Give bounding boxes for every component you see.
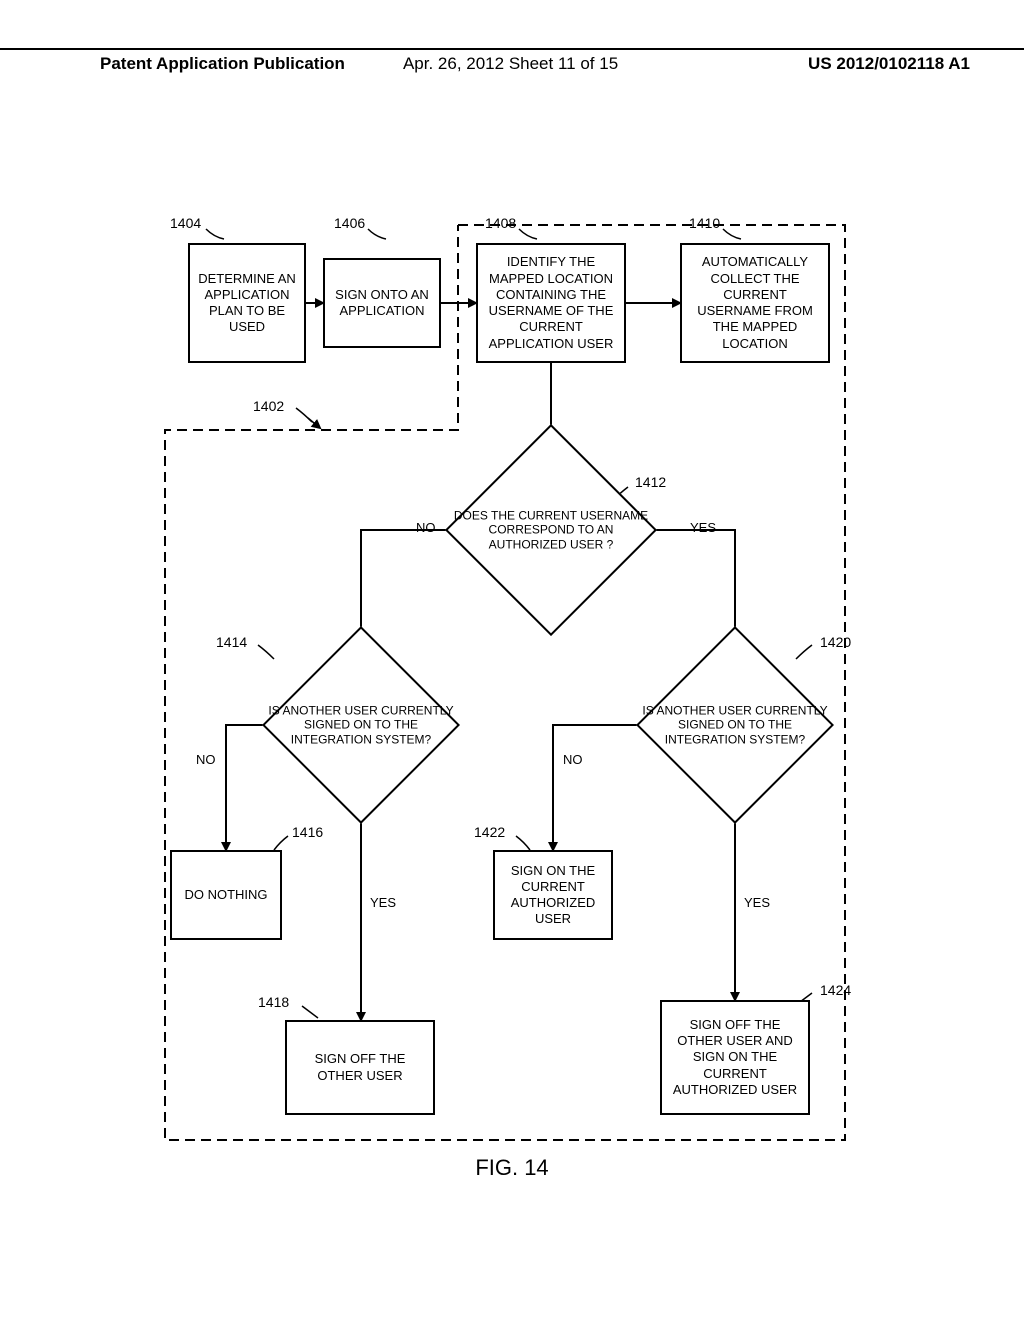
figure-caption: FIG. 14	[0, 1155, 1024, 1181]
label-1414-yes: YES	[370, 895, 396, 910]
ref-1420: 1420	[820, 634, 851, 650]
label-1414-no: NO	[196, 752, 216, 767]
diagram-canvas	[0, 0, 1024, 1320]
ref-1412: 1412	[635, 474, 666, 490]
node-1408-text: IDENTIFY THE MAPPED LOCATION CONTAINING …	[482, 254, 620, 352]
ref-arrow-1402	[308, 418, 320, 428]
label-1412-yes: YES	[690, 520, 716, 535]
node-1418-text: SIGN OFF THE OTHER USER	[291, 1051, 429, 1084]
node-1422-text: SIGN ON THE CURRENT AUTHORIZED USER	[499, 863, 607, 928]
page: Patent Application Publication Apr. 26, …	[0, 0, 1024, 1320]
ref-1418: 1418	[258, 994, 289, 1010]
label-1420-yes: YES	[744, 895, 770, 910]
ref-1410: 1410	[689, 215, 720, 231]
ref-tick-1406	[368, 229, 386, 239]
node-1424: SIGN OFF THE OTHER USER AND SIGN ON THE …	[660, 1000, 810, 1115]
ref-tick-1404	[206, 229, 224, 239]
node-1406-text: SIGN ONTO AN APPLICATION	[329, 287, 435, 320]
ref-1404: 1404	[170, 215, 201, 231]
node-1416-text: DO NOTHING	[184, 887, 267, 903]
ref-1424: 1424	[820, 982, 851, 998]
ref-tick-1408	[519, 229, 537, 239]
ref-1402: 1402	[253, 398, 284, 414]
node-1412-text: DOES THE CURRENT USERNAME CORRESPOND TO …	[449, 508, 653, 551]
node-1404-text: DETERMINE AN APPLICATION PLAN TO BE USED	[194, 271, 300, 336]
ref-tick-1410	[723, 229, 741, 239]
node-1406: SIGN ONTO AN APPLICATION	[323, 258, 441, 348]
ref-1406: 1406	[334, 215, 365, 231]
node-1420-text: IS ANOTHER USER CURRENTLY SIGNED ON TO T…	[640, 703, 830, 746]
ref-tick-1418	[302, 1006, 318, 1018]
label-1412-no: NO	[416, 520, 436, 535]
node-1416: DO NOTHING	[170, 850, 282, 940]
ref-1408: 1408	[485, 215, 516, 231]
node-1418: SIGN OFF THE OTHER USER	[285, 1020, 435, 1115]
ref-1414: 1414	[216, 634, 247, 650]
node-1422: SIGN ON THE CURRENT AUTHORIZED USER	[493, 850, 613, 940]
node-1408: IDENTIFY THE MAPPED LOCATION CONTAINING …	[476, 243, 626, 363]
node-1424-text: SIGN OFF THE OTHER USER AND SIGN ON THE …	[666, 1017, 804, 1098]
ref-tick-1414	[258, 645, 274, 659]
label-1420-no: NO	[563, 752, 583, 767]
ref-1416: 1416	[292, 824, 323, 840]
ref-tick-1416	[274, 836, 288, 850]
ref-tick-1420	[796, 645, 812, 659]
ref-tick-1422	[516, 836, 530, 850]
node-1410-text: AUTOMATICALLY COLLECT THE CURRENT USERNA…	[686, 254, 824, 352]
node-1404: DETERMINE AN APPLICATION PLAN TO BE USED	[188, 243, 306, 363]
node-1410: AUTOMATICALLY COLLECT THE CURRENT USERNA…	[680, 243, 830, 363]
ref-1422: 1422	[474, 824, 505, 840]
node-1414-text: IS ANOTHER USER CURRENTLY SIGNED ON TO T…	[266, 703, 456, 746]
